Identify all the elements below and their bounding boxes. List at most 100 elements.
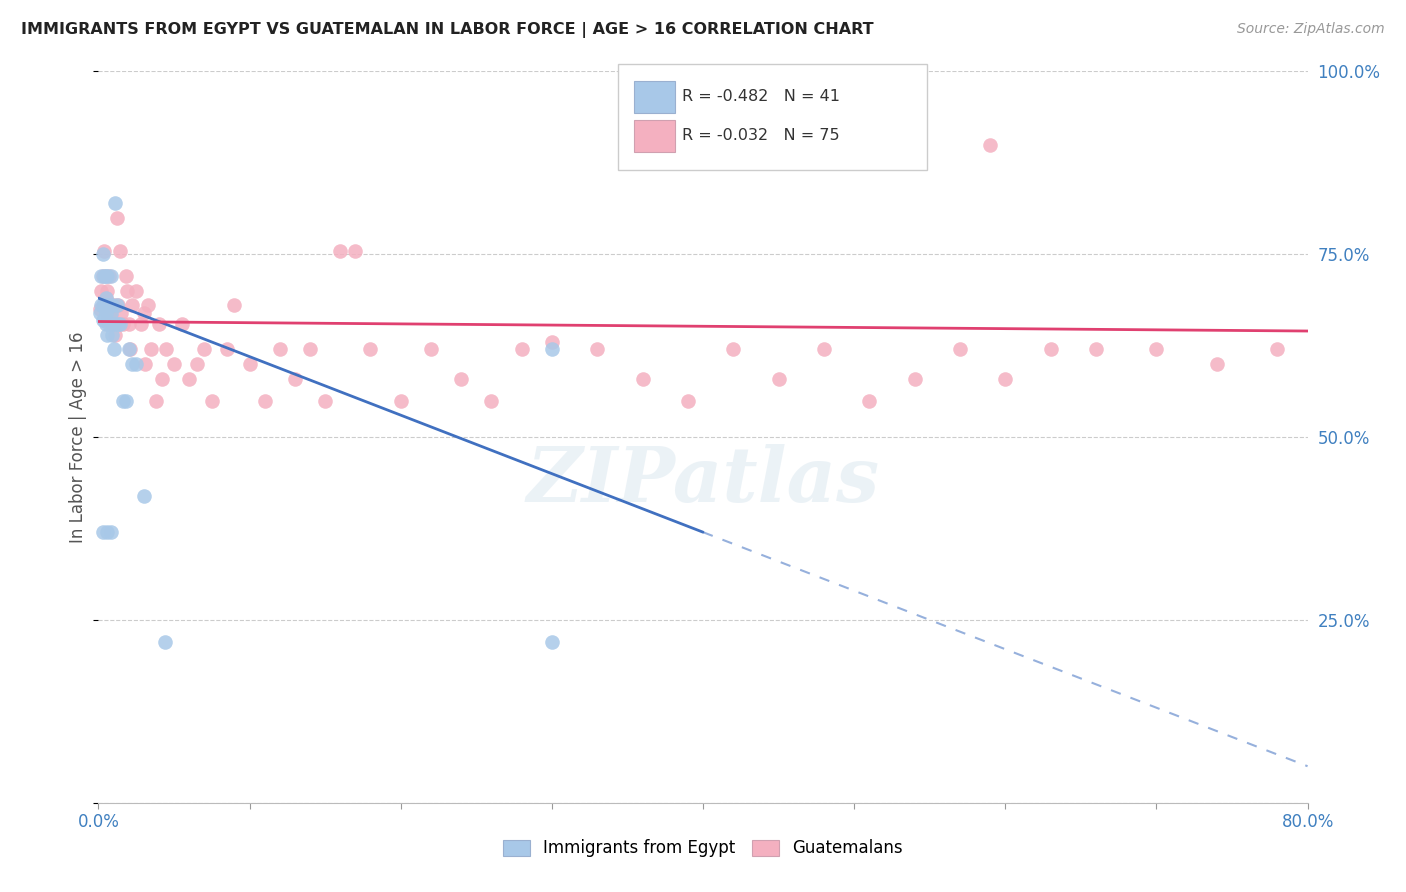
Point [93, 244, 115, 258]
Point [98, 298, 121, 312]
Point [103, 298, 125, 312]
Point [145, 393, 167, 408]
Point [1039, 343, 1062, 357]
Point [224, 298, 246, 312]
Point [107, 317, 129, 331]
Point [94, 291, 117, 305]
Point [114, 269, 136, 284]
Point [100, 310, 122, 324]
Point [360, 343, 382, 357]
Point [103, 317, 125, 331]
Point [100, 525, 122, 540]
Point [94, 291, 117, 305]
Legend: Immigrants from Egypt, Guatemalans: Immigrants from Egypt, Guatemalans [496, 832, 910, 864]
Y-axis label: In Labor Force | Age > 16: In Labor Force | Age > 16 [69, 331, 87, 543]
Point [108, 317, 131, 331]
Point [111, 393, 134, 408]
Point [540, 635, 562, 649]
Text: R = -0.482   N = 41: R = -0.482 N = 41 [682, 89, 841, 104]
Point [141, 343, 163, 357]
Point [120, 343, 142, 357]
Point [186, 357, 208, 371]
Point [813, 343, 835, 357]
Point [132, 306, 155, 320]
Point [90, 284, 112, 298]
Point [89, 301, 111, 317]
Point [979, 137, 1001, 152]
FancyBboxPatch shape [634, 81, 675, 113]
FancyBboxPatch shape [619, 64, 927, 170]
Point [136, 298, 159, 312]
Point [93, 298, 115, 312]
Point [96, 298, 118, 312]
Point [134, 357, 156, 371]
Point [150, 371, 173, 385]
Point [631, 371, 654, 385]
Point [94, 306, 117, 320]
Point [93, 269, 115, 284]
Point [284, 371, 307, 385]
Point [100, 306, 122, 320]
Point [90, 298, 112, 312]
Point [215, 343, 238, 357]
Point [420, 343, 443, 357]
Point [100, 317, 122, 331]
Point [114, 393, 136, 408]
Point [93, 313, 115, 327]
Point [91, 247, 114, 261]
Point [115, 284, 138, 298]
Point [91, 313, 114, 327]
Point [105, 211, 128, 225]
Point [98, 306, 121, 320]
Point [723, 343, 745, 357]
Point [118, 343, 141, 357]
Point [121, 298, 143, 312]
Point [101, 298, 124, 312]
Point [105, 298, 128, 312]
Point [107, 298, 129, 312]
Point [101, 317, 124, 331]
Point [344, 244, 367, 258]
Point [481, 393, 503, 408]
Point [299, 343, 322, 357]
Point [94, 269, 117, 284]
Point [96, 284, 118, 298]
Point [153, 635, 176, 649]
FancyBboxPatch shape [634, 120, 675, 152]
Point [104, 196, 127, 211]
Point [93, 298, 115, 312]
Point [98, 317, 121, 331]
Point [96, 313, 118, 327]
Point [586, 343, 609, 357]
Text: ZIPatlas: ZIPatlas [526, 444, 880, 518]
Point [510, 343, 533, 357]
Text: R = -0.032   N = 75: R = -0.032 N = 75 [682, 128, 839, 144]
Point [253, 393, 276, 408]
Point [1267, 343, 1289, 357]
Text: Source: ZipAtlas.com: Source: ZipAtlas.com [1237, 22, 1385, 37]
Point [239, 357, 262, 371]
Point [96, 269, 118, 284]
Point [163, 357, 186, 371]
Point [101, 327, 124, 342]
Point [100, 269, 122, 284]
Point [389, 393, 412, 408]
Point [96, 327, 118, 342]
Point [201, 393, 224, 408]
Point [329, 244, 352, 258]
Point [994, 371, 1017, 385]
Point [768, 371, 790, 385]
Point [89, 306, 111, 320]
Point [125, 284, 148, 298]
Point [1085, 343, 1108, 357]
Point [98, 269, 121, 284]
Point [91, 525, 114, 540]
Point [129, 317, 152, 331]
Point [540, 343, 562, 357]
Point [91, 298, 114, 312]
Point [118, 317, 141, 331]
Point [103, 343, 125, 357]
Point [91, 269, 114, 284]
Point [132, 489, 155, 503]
Point [155, 343, 177, 357]
